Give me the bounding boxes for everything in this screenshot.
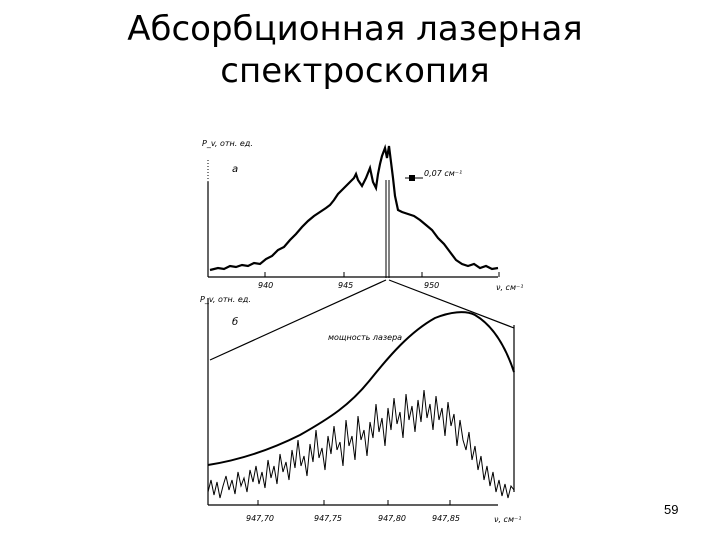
panel-b-tick-label: 947,75 <box>314 514 342 523</box>
panel-a-letter: а <box>232 164 238 175</box>
title-line-1: Абсорбционная лазерная <box>127 9 583 49</box>
panel-b-letter: б <box>232 316 238 328</box>
panel-a-x-label: ν, см⁻¹ <box>496 283 523 292</box>
panel-b-laser-power-curve <box>207 311 515 466</box>
panel-b-x-label: ν, см⁻¹ <box>494 515 521 524</box>
page-number: 59 <box>664 502 679 517</box>
panel-b: P_v, отн. ед. б мощность лазера 947,70 9… <box>200 295 521 524</box>
panel-b-y-label: P_v, отн. ед. <box>200 295 251 304</box>
panel-b-tick-label: 947,80 <box>378 514 406 523</box>
panel-a-y-label: P_v, отн. ед. <box>202 139 253 148</box>
panel-b-absorption-trace <box>207 389 515 499</box>
panel-a-annotation-marker <box>409 175 415 181</box>
panel-a: P_v, отн. ед. а 940 945 950 ν, см⁻¹ 0, <box>202 139 523 292</box>
zoom-line-right <box>388 279 515 329</box>
slide-title: Абсорбционная лазерная спектроскопия <box>0 8 710 92</box>
zoom-line-left <box>209 279 387 361</box>
panel-a-tick-label: 950 <box>424 281 439 290</box>
panel-b-tick-label: 947,85 <box>432 514 460 523</box>
spectra-figure: P_v, отн. ед. а 940 945 950 ν, см⁻¹ 0, <box>180 120 550 540</box>
panel-b-tick-label: 947,70 <box>246 514 274 523</box>
panel-a-annotation: 0,07 см⁻¹ <box>424 169 462 178</box>
panel-a-tick-label: 940 <box>258 281 273 290</box>
panel-a-tick-label: 945 <box>338 281 353 290</box>
title-line-2: спектроскопия <box>220 51 490 91</box>
panel-b-curve-label: мощность лазера <box>328 333 402 342</box>
spectra-figure-svg: P_v, отн. ед. а 940 945 950 ν, см⁻¹ 0, <box>200 139 523 524</box>
panel-a-spectrum-curve <box>209 144 499 272</box>
